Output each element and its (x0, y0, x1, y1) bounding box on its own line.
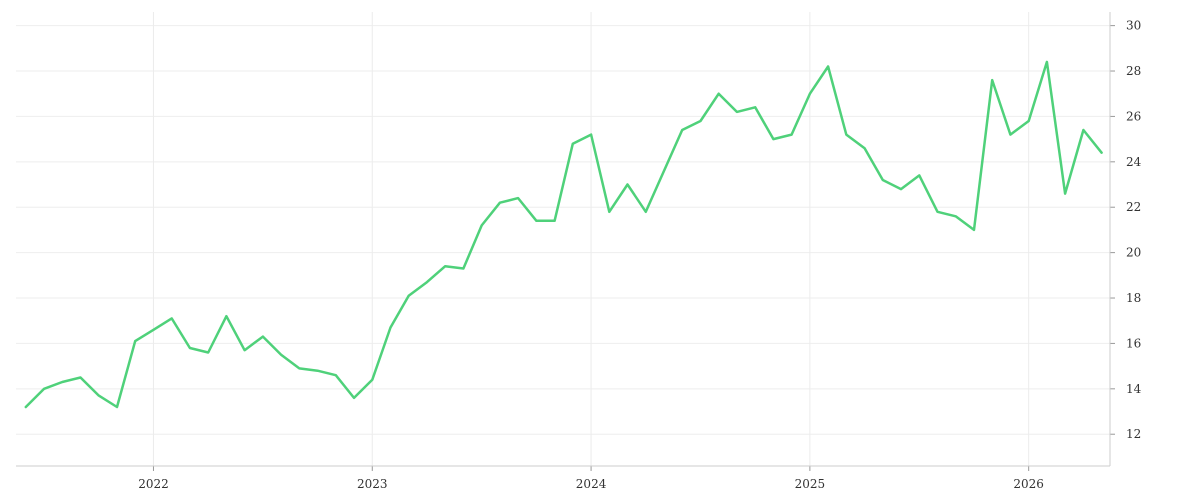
y-tick-label: 22 (1126, 200, 1141, 214)
x-tick-label: 2024 (576, 477, 607, 491)
grid-layer (16, 12, 1110, 466)
x-tick-label: 2026 (1013, 477, 1044, 491)
y-tick-label: 20 (1126, 246, 1141, 260)
y-tick-label: 14 (1126, 382, 1142, 396)
x-tick-label: 2025 (795, 477, 826, 491)
y-tick-label: 28 (1126, 64, 1141, 78)
y-tick-label: 30 (1126, 19, 1141, 33)
series-layer (24, 60, 1103, 409)
x-tick-label: 2022 (138, 477, 169, 491)
x-tick-label: 2023 (357, 477, 388, 491)
y-tick-label: 26 (1126, 109, 1141, 123)
y-tick-label: 16 (1126, 336, 1141, 350)
y-tick-label: 12 (1126, 427, 1141, 441)
series-line (24, 60, 1103, 409)
y-tick-label: 18 (1126, 291, 1141, 305)
y-tick-label: 24 (1126, 155, 1142, 169)
